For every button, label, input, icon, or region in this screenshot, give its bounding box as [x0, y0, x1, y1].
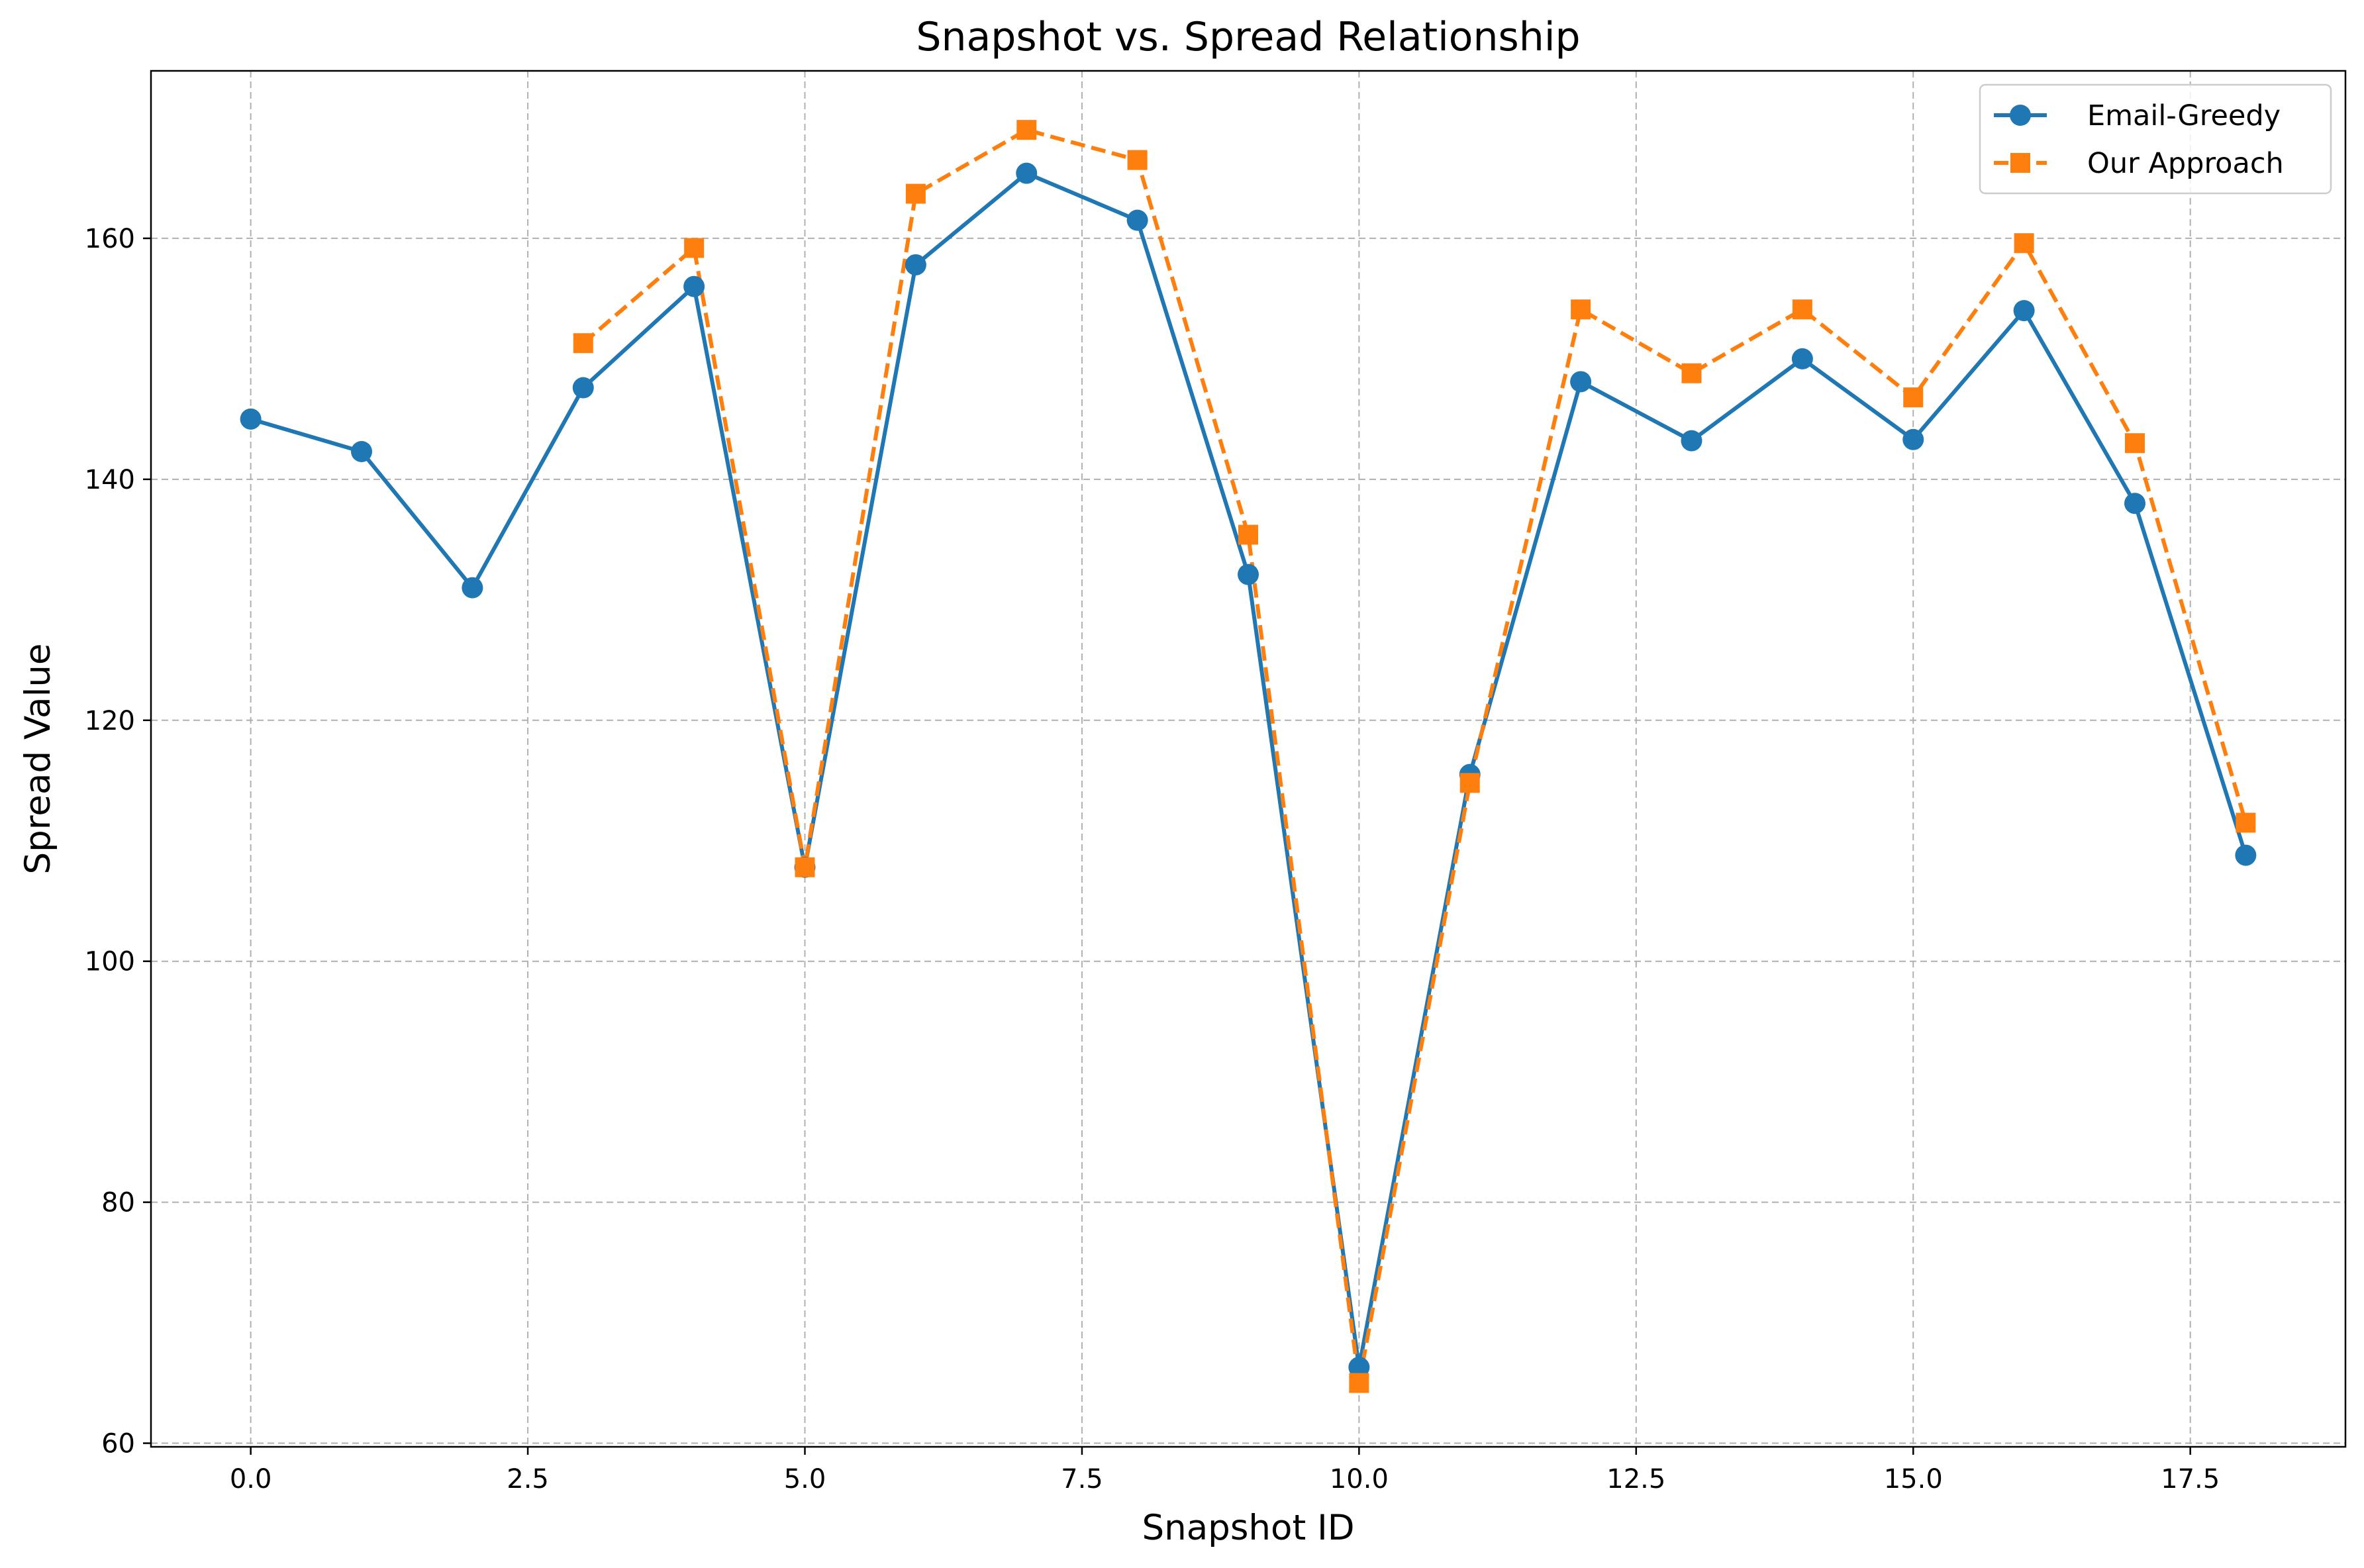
data-point-our-approach	[905, 183, 926, 204]
data-point-our-approach	[573, 333, 593, 354]
x-tick-label: 10.0	[1330, 1464, 1389, 1494]
data-point-email-greedy	[1348, 1356, 1370, 1378]
data-point-email-greedy	[2124, 493, 2145, 514]
y-tick-label: 160	[85, 224, 135, 254]
data-point-our-approach	[2236, 812, 2256, 833]
data-point-email-greedy	[240, 408, 262, 430]
y-axis-label: Spread Value	[18, 643, 58, 874]
data-point-email-greedy	[1126, 209, 1148, 231]
data-point-our-approach	[1459, 773, 1480, 793]
x-tick-label: 2.5	[507, 1464, 549, 1494]
chart-title: Snapshot vs. Spread Relationship	[916, 14, 1580, 60]
x-tick-label: 5.0	[784, 1464, 826, 1494]
data-point-our-approach	[1238, 524, 1258, 545]
data-point-email-greedy	[905, 254, 926, 275]
data-point-email-greedy	[1791, 348, 1813, 369]
data-point-our-approach	[1903, 387, 1924, 408]
data-point-email-greedy	[2235, 844, 2257, 866]
data-point-email-greedy	[1016, 162, 1038, 184]
x-tick-label: 15.0	[1884, 1464, 1943, 1494]
data-point-email-greedy	[1238, 564, 1259, 585]
data-point-email-greedy	[2013, 300, 2035, 322]
data-point-email-greedy	[1681, 430, 1702, 452]
data-point-our-approach	[1792, 299, 1812, 320]
data-point-our-approach	[684, 238, 705, 258]
data-point-our-approach	[795, 857, 815, 877]
data-point-our-approach	[1349, 1373, 1369, 1393]
legend-marker-email-greedy	[2010, 105, 2031, 126]
y-axis-ticks: 60 80 100 120 140 160	[85, 224, 151, 1459]
series-line-our-approach	[581, 128, 2248, 1385]
y-tick-label: 120	[85, 706, 135, 736]
data-point-our-approach	[2124, 433, 2145, 454]
y-tick-label: 140	[85, 465, 135, 495]
x-axis-label: Snapshot ID	[1142, 1508, 1354, 1548]
data-point-email-greedy	[572, 377, 594, 399]
legend-label-email-greedy: Email-Greedy	[2087, 99, 2281, 132]
x-tick-label: 12.5	[1606, 1464, 1665, 1494]
plot-area-frame	[150, 70, 2347, 1448]
y-tick-label: 80	[101, 1188, 135, 1218]
data-point-our-approach	[1016, 120, 1037, 140]
x-tick-label: 17.5	[2161, 1464, 2220, 1494]
grid-lines	[151, 71, 2345, 1447]
legend-box	[1979, 83, 2332, 195]
data-point-email-greedy	[462, 577, 483, 599]
x-axis-ticks: 0.0 2.5 5.0 7.5 10.0 12.5 15.0 17.5	[230, 1447, 2220, 1494]
data-point-email-greedy	[1570, 371, 1592, 393]
data-point-email-greedy	[1902, 428, 1924, 450]
series-markers	[240, 120, 2257, 1393]
x-tick-label: 0.0	[230, 1464, 272, 1494]
data-point-email-greedy	[351, 440, 373, 462]
data-point-our-approach	[1571, 299, 1591, 320]
data-point-our-approach	[1127, 150, 1148, 170]
x-tick-label: 7.5	[1061, 1464, 1103, 1494]
y-tick-label: 60	[101, 1429, 135, 1459]
y-tick-label: 100	[85, 947, 135, 977]
data-point-email-greedy	[683, 275, 705, 297]
legend: Email-Greedy Our Approach	[1979, 83, 2332, 195]
data-point-our-approach	[1681, 363, 1702, 383]
legend-label-our-approach: Our Approach	[2087, 147, 2284, 180]
data-point-our-approach	[2014, 233, 2034, 254]
legend-marker-our-approach	[2010, 153, 2030, 173]
